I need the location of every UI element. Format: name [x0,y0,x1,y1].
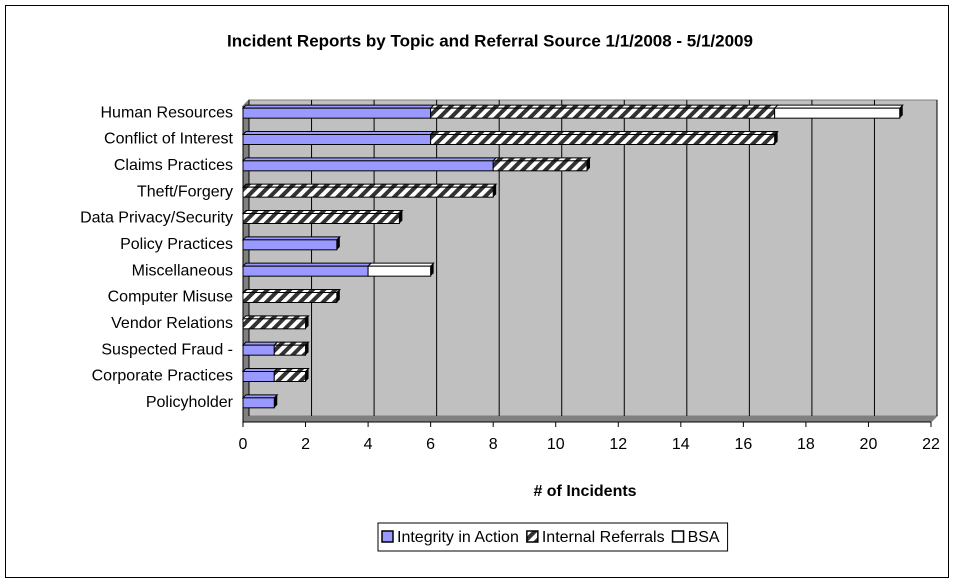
x-tick-label: 2 [301,436,310,453]
x-tick-label: 18 [797,436,815,453]
bar [242,107,432,119]
y-tick-label: Theft/Forgery [137,183,233,200]
y-tick-label: Corporate Practices [92,368,233,385]
bar [242,371,275,382]
x-tick-label: 14 [672,436,690,453]
legend-label: Integrity in Action [397,529,519,546]
y-tick-label: Conflict of Interest [104,131,234,148]
bar-segment [241,104,435,119]
bar [242,292,338,303]
chart-title: Incident Reports by Topic and Referral S… [227,31,753,50]
legend: Integrity in Action Internal Referrals BSA [377,522,729,552]
y-tick-label: Policyholder [146,394,234,411]
bar-segment [241,262,373,277]
bar-side [305,342,309,356]
x-tick-label: 8 [489,436,498,453]
legend-swatch [381,530,394,543]
bar [492,160,588,172]
legend-swatch [671,530,685,543]
bar-segment [241,394,279,409]
bar [242,239,338,251]
bar-segment [491,157,592,172]
bar-side [430,263,434,277]
bar-side [336,236,340,250]
legend-label: Internal Referrals [542,529,665,546]
legend-box [377,522,729,552]
plot-floor [241,415,939,423]
bar-segment [241,236,342,251]
bar [430,107,776,119]
bar [242,213,400,224]
bar-side [336,289,340,303]
bar [242,134,432,145]
y-tick-label: Miscellaneous [132,262,233,279]
bar-side [274,394,278,408]
y-tick-label: Vendor Relations [111,315,233,332]
bar [367,265,432,277]
plot-background [248,99,938,417]
bar [242,186,494,198]
bar-side [305,368,309,382]
bar-side [587,157,590,171]
bar [242,160,494,172]
bar [242,265,369,277]
bar-side [774,131,778,145]
bar-side [399,210,403,224]
x-tick-label: 6 [426,436,435,453]
bar [242,344,275,356]
x-tick-label: 4 [364,436,373,453]
bar-segment [429,131,779,145]
y-tick-label: Human Resources [101,104,234,121]
x-tick-label: 16 [734,436,752,453]
bar-segment [241,341,279,356]
x-tick-label: 0 [239,436,248,453]
y-tick-label: Policy Practices [120,236,233,253]
bar [774,107,901,119]
bar-segment [241,157,498,172]
bar-segment [241,368,279,382]
x-tick-label: 10 [547,436,565,453]
y-tick-label: Suspected Fraud - [101,341,233,358]
bar-segment [241,289,342,303]
bar-segment [241,183,498,198]
y-tick-label: Claims Practices [114,157,233,174]
x-axis-label: # of Incidents [533,483,636,500]
bar-segment [241,315,310,330]
bar [242,397,275,409]
bar-segment [429,104,779,119]
x-tick-label: 22 [922,436,940,453]
y-tick-label: Data Privacy/Security [80,210,233,227]
bar-segment [773,104,904,119]
y-tick-label: Computer Misuse [108,289,233,306]
legend-swatch [526,530,539,543]
x-tick-label: 12 [609,436,627,453]
bar [273,344,307,356]
bar-side [493,184,497,198]
x-tick-label: 20 [860,436,878,453]
bar-segment [366,262,435,277]
legend-label: BSA [688,529,720,546]
bar-segment [241,210,404,224]
bar-segment [273,341,310,356]
bar-segment [273,368,310,382]
bar [430,134,776,145]
bar-segment [241,131,435,145]
bar-side [305,315,309,329]
bar [273,371,307,382]
bar-side [899,105,903,119]
bar [242,318,307,330]
